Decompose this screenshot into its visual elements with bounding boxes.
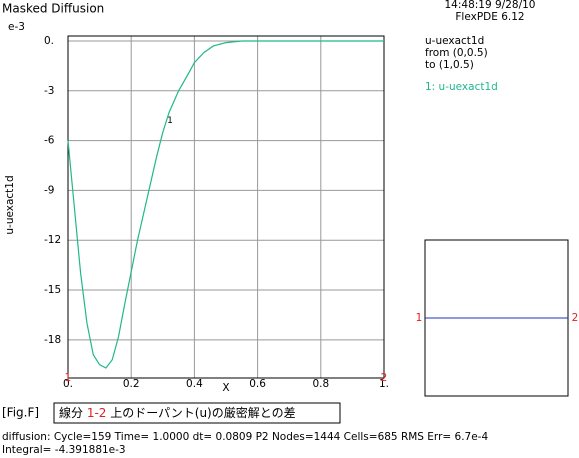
caption: 線分 1-2 上のドーパント(u)の厳密解との差 — [59, 405, 296, 420]
endpoint-label: 2 — [381, 372, 388, 384]
x-axis-label: X — [222, 382, 229, 394]
caption-prefix: 線分 — [59, 405, 83, 420]
x-tick-label: 1. — [379, 378, 389, 390]
y-tick-label: -3 — [44, 85, 54, 97]
y-tick-label: -18 — [44, 334, 61, 346]
endpoint-label: 1 — [65, 372, 72, 384]
integral-line: Integral= -4.391881e-3 — [2, 444, 126, 456]
version: FlexPDE 6.12 — [455, 11, 524, 23]
y-tick-label: -9 — [44, 184, 54, 196]
caption-rest: 上のドーパント(u)の厳密解との差 — [110, 405, 295, 420]
curve-label: 1 — [167, 116, 173, 126]
x-tick-label: 0.2 — [123, 378, 140, 390]
timestamp: 14:48:19 9/28/10 — [445, 0, 536, 11]
plot-from: from (0,0.5) — [425, 47, 488, 59]
y-tick-label: 0. — [44, 35, 54, 47]
plot-frame — [67, 35, 385, 379]
y-tick-label: -6 — [44, 135, 55, 147]
x-tick-label: 0.6 — [249, 378, 266, 390]
status-line: diffusion: Cycle=159 Time= 1.0000 dt= 0.… — [2, 431, 488, 443]
line — [67, 40, 384, 369]
plot-to: to (1,0.5) — [425, 59, 474, 71]
segment-start: 1 — [416, 312, 423, 324]
legend-entry: 1: u-uexact1d — [425, 81, 498, 93]
y-tick-label: -15 — [44, 284, 61, 296]
plot-variable: u-uexact1d — [425, 35, 484, 47]
y-scale-label: e-3 — [8, 21, 25, 33]
x-tick-label: 0. — [63, 378, 73, 390]
y-tick-label: -12 — [44, 234, 61, 246]
fig-label: [Fig.F] — [2, 406, 39, 420]
segment-end: 2 — [572, 312, 579, 324]
x-tick-label: 0.8 — [312, 378, 329, 390]
chart-title: Masked Diffusion — [2, 2, 104, 16]
y-axis-label: u-uexact1d — [4, 175, 16, 234]
x-tick-label: 0.4 — [186, 378, 203, 390]
caption-range: 1-2 — [87, 406, 107, 420]
caption-box — [53, 402, 341, 424]
